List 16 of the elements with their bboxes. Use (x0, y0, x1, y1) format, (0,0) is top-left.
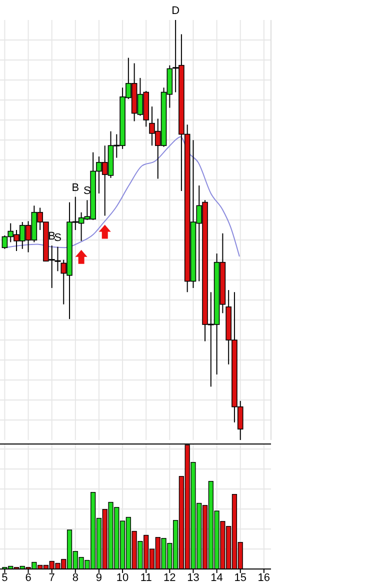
x-tick-label: 15 (234, 572, 246, 582)
annotation: D (172, 5, 180, 17)
x-tick-label: 11 (140, 572, 152, 582)
x-tick-label: 10 (116, 572, 129, 582)
x-tick-label: 6 (25, 572, 32, 582)
x-tick-label: 8 (72, 572, 78, 582)
annotation: B (72, 182, 80, 194)
x-tick-label: 16 (258, 572, 270, 582)
x-tick-label: 5 (2, 572, 8, 582)
x-tick-label: 12 (164, 572, 176, 582)
x-tick-label: 13 (187, 572, 200, 582)
annotation: B (48, 230, 56, 243)
x-tick-label: 14 (210, 572, 223, 582)
annotation: S (54, 232, 62, 244)
x-tick-label: 7 (48, 572, 55, 582)
x-tick-label: 9 (96, 572, 102, 582)
